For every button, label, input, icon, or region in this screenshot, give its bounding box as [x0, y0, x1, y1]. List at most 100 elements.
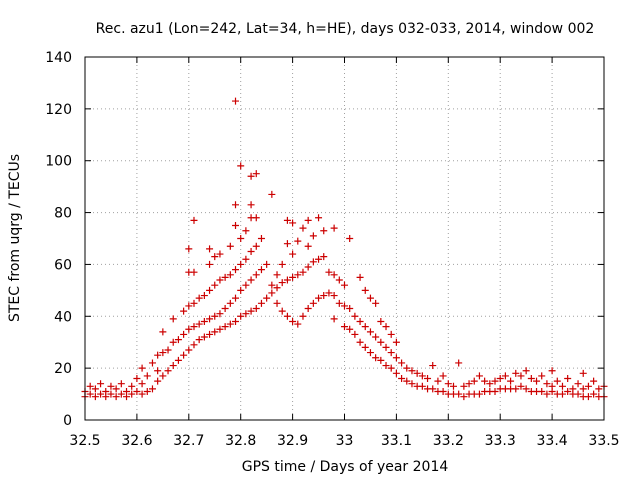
- data-point: [372, 333, 380, 341]
- data-point: [107, 382, 115, 390]
- data-point: [232, 317, 240, 325]
- data-point: [533, 377, 541, 385]
- data-point: [413, 369, 421, 377]
- data-point: [553, 377, 561, 385]
- data-point: [232, 201, 240, 209]
- data-point: [283, 312, 291, 320]
- data-point: [439, 387, 447, 395]
- data-point: [247, 247, 255, 255]
- data-point: [481, 377, 489, 385]
- data-point: [159, 349, 167, 357]
- data-point: [434, 377, 442, 385]
- data-point: [346, 235, 354, 242]
- data-point: [548, 382, 556, 390]
- data-point: [335, 276, 343, 284]
- data-point: [278, 260, 286, 268]
- data-point: [392, 338, 400, 346]
- chart-title: Rec. azu1 (Lon=242, Lat=34, h=HE), days …: [96, 21, 595, 37]
- data-point: [138, 380, 146, 388]
- data-point: [247, 307, 255, 315]
- data-point: [382, 343, 390, 351]
- data-point: [522, 367, 530, 375]
- data-point: [232, 222, 240, 230]
- data-point: [247, 172, 255, 180]
- data-point: [268, 289, 276, 297]
- data-point: [574, 390, 582, 398]
- data-point: [335, 299, 343, 307]
- data-point: [548, 367, 556, 375]
- data-point: [206, 330, 214, 338]
- data-point: [424, 375, 432, 383]
- y-tick-label: 0: [63, 413, 72, 429]
- data-point: [527, 375, 535, 383]
- data-point: [200, 317, 208, 325]
- data-point: [584, 382, 592, 390]
- data-point: [257, 299, 265, 307]
- data-point: [315, 294, 323, 302]
- data-point: [154, 377, 162, 385]
- data-point: [366, 294, 374, 302]
- x-tick-label: 32.9: [277, 433, 308, 449]
- data-point: [429, 362, 437, 370]
- data-point: [195, 336, 203, 344]
- data-point: [512, 369, 520, 377]
- data-point: [237, 162, 245, 170]
- data-point: [294, 320, 302, 328]
- data-point: [221, 305, 229, 313]
- data-point: [216, 325, 224, 333]
- data-point: [133, 387, 141, 395]
- data-point: [496, 375, 504, 383]
- data-point: [574, 380, 582, 388]
- data-point: [590, 390, 598, 398]
- data-point: [252, 170, 260, 178]
- data-point: [195, 294, 203, 302]
- data-point: [174, 356, 182, 364]
- data-point: [180, 307, 188, 315]
- data-point: [584, 393, 592, 401]
- data-point: [543, 380, 551, 388]
- data-point: [216, 310, 224, 318]
- data-point: [252, 214, 260, 222]
- data-point: [377, 356, 385, 364]
- data-point: [278, 307, 286, 315]
- data-point: [190, 323, 198, 331]
- data-point: [579, 385, 587, 393]
- data-point: [237, 260, 245, 268]
- data-point: [211, 253, 219, 261]
- data-point: [128, 390, 136, 398]
- x-tick-label: 33: [336, 433, 354, 449]
- data-point: [398, 359, 406, 367]
- ticks-layer: 32.5 32.6 32.7 32.8 32.9 33 33.1 33.2 33.3 33.4 33…: [45, 50, 619, 449]
- data-point: [543, 390, 551, 398]
- data-point: [392, 369, 400, 377]
- data-point: [289, 250, 297, 258]
- data-point: [444, 380, 452, 388]
- data-point: [154, 351, 162, 359]
- data-point: [346, 325, 354, 333]
- data-point: [226, 299, 234, 307]
- data-point: [268, 281, 276, 289]
- data-point: [351, 312, 359, 320]
- data-point: [216, 276, 224, 284]
- data-point: [289, 219, 297, 227]
- data-point: [501, 372, 509, 380]
- data-point: [252, 305, 260, 313]
- data-point: [330, 315, 338, 323]
- data-point: [138, 390, 146, 398]
- data-point: [174, 336, 182, 344]
- data-point: [97, 390, 105, 398]
- data-point: [325, 289, 333, 297]
- data-point: [221, 323, 229, 331]
- data-point: [558, 382, 566, 390]
- points-layer: [81, 97, 608, 401]
- data-point: [148, 359, 156, 367]
- data-point: [226, 271, 234, 279]
- data-point: [387, 364, 395, 372]
- data-point: [237, 286, 245, 294]
- data-point: [361, 286, 369, 294]
- data-point: [351, 330, 359, 338]
- data-point: [538, 372, 546, 380]
- data-point: [507, 377, 515, 385]
- data-point: [190, 299, 198, 307]
